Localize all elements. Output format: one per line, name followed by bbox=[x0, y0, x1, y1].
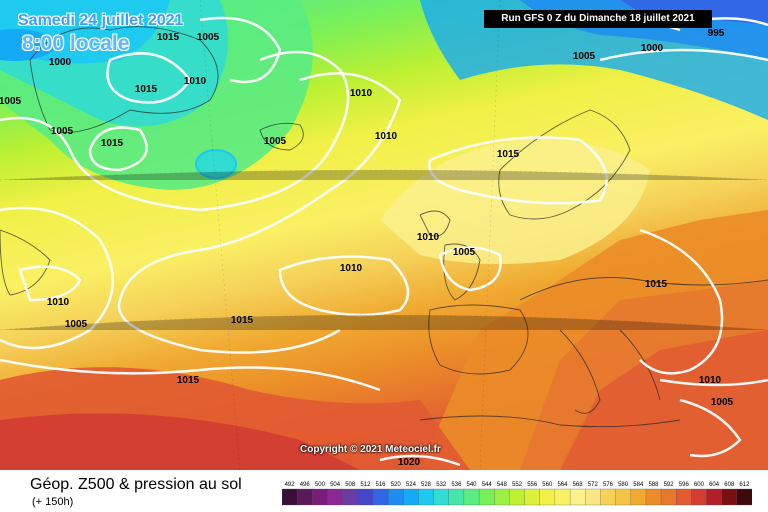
isobar-label: 1005 bbox=[0, 96, 22, 107]
legend-value-label: 532 bbox=[436, 482, 447, 488]
legend-swatch bbox=[660, 488, 677, 506]
legend-swatch bbox=[585, 488, 601, 506]
legend-swatch bbox=[539, 488, 556, 506]
legend-swatch bbox=[327, 488, 344, 506]
product-title: Géop. Z500 & pression au sol bbox=[30, 476, 242, 493]
legend-value-label: 592 bbox=[664, 482, 675, 488]
weather-map: 1015 1005 1000 1015 1010 1005 1015 1005 1005 1010… bbox=[0, 0, 768, 470]
isobar-label: 1015 bbox=[135, 84, 158, 95]
isobar-label: 1005 bbox=[711, 397, 734, 408]
legend-value-label: 540 bbox=[466, 482, 477, 488]
forecast-date: Samedi 24 juillet 2021 bbox=[18, 12, 184, 29]
legend-value-label: 604 bbox=[709, 482, 720, 488]
legend-swatch bbox=[342, 488, 359, 506]
legend-swatch bbox=[676, 488, 692, 506]
legend-swatch bbox=[282, 488, 298, 506]
lead-time: (+ 150h) bbox=[32, 496, 74, 508]
geopotential-colour-scale: 492 496 500 504 508 512 516 520 524 528 532 536 540 5… bbox=[282, 482, 752, 506]
isobar-label: 1010 bbox=[340, 263, 363, 274]
isobar-label: 1010 bbox=[417, 232, 440, 243]
legend-swatch bbox=[387, 488, 404, 506]
legend-swatch bbox=[645, 488, 662, 506]
isobar-label: 1000 bbox=[49, 57, 72, 68]
isobar-label: 1015 bbox=[101, 138, 124, 149]
legend-value-label: 524 bbox=[406, 482, 417, 488]
legend-swatch bbox=[297, 488, 313, 506]
legend-value-label: 520 bbox=[391, 482, 402, 488]
legend-swatch bbox=[509, 488, 526, 506]
legend-value-label: 560 bbox=[542, 482, 553, 488]
legend-swatch bbox=[372, 488, 389, 506]
isobar-label: 1005 bbox=[65, 319, 88, 330]
legend-value-label: 580 bbox=[618, 482, 629, 488]
legend-swatch bbox=[418, 488, 435, 506]
legend-swatch bbox=[463, 488, 480, 506]
legend-value-label: 576 bbox=[603, 482, 614, 488]
legend-value-label: 608 bbox=[724, 482, 735, 488]
isobar-label: 995 bbox=[708, 28, 725, 39]
legend-swatch bbox=[615, 488, 632, 506]
legend-swatch bbox=[721, 488, 738, 506]
legend-value-label: 516 bbox=[375, 482, 386, 488]
isobar-label: 1005 bbox=[51, 126, 74, 137]
legend-swatch bbox=[433, 488, 450, 506]
isobar-label: 1000 bbox=[641, 43, 664, 54]
legend-value-label: 536 bbox=[451, 482, 462, 488]
legend-swatch bbox=[554, 488, 571, 506]
legend-swatch bbox=[600, 488, 617, 506]
isobar-label: 1015 bbox=[497, 149, 520, 160]
legend-value-label: 612 bbox=[739, 482, 750, 488]
isobar-label: 1010 bbox=[184, 76, 207, 87]
legend-swatch bbox=[691, 488, 708, 506]
isobar-label: 1010 bbox=[47, 297, 70, 308]
legend-value-label: 508 bbox=[345, 482, 356, 488]
isobar-label: 1010 bbox=[699, 375, 722, 386]
forecast-time: 8:00 locale bbox=[22, 32, 130, 55]
isobar-label: 1015 bbox=[177, 375, 200, 386]
legend-swatch bbox=[736, 488, 752, 506]
isobar-label: 1005 bbox=[573, 51, 596, 62]
legend-value-label: 556 bbox=[527, 482, 538, 488]
legend-value-label: 528 bbox=[421, 482, 432, 488]
isobar-labels: 1015 1005 1000 1015 1010 1005 1015 1005 1005 1010… bbox=[0, 28, 734, 468]
isobar-label: 1015 bbox=[157, 32, 180, 43]
legend-value-label: 568 bbox=[573, 482, 584, 488]
legend-bar: Géop. Z500 & pression au sol (+ 150h) 49… bbox=[0, 470, 768, 512]
isobar-label: 1005 bbox=[453, 247, 476, 258]
legend-swatch bbox=[403, 488, 419, 506]
legend-value-label: 496 bbox=[300, 482, 311, 488]
legend-swatch bbox=[630, 488, 647, 506]
legend-value-label: 500 bbox=[315, 482, 326, 488]
legend-value-label: 512 bbox=[360, 482, 371, 488]
legend-value-label: 588 bbox=[648, 482, 659, 488]
legend-value-label: 572 bbox=[588, 482, 599, 488]
isobar-label: 1015 bbox=[231, 315, 254, 326]
legend-value-label: 492 bbox=[285, 482, 296, 488]
legend-value-label: 552 bbox=[512, 482, 523, 488]
legend-swatch bbox=[524, 488, 541, 506]
legend-swatch bbox=[357, 488, 374, 506]
model-run-info: Run GFS 0 Z du Dimanche 18 juillet 2021 bbox=[484, 10, 712, 28]
legend-swatch bbox=[478, 488, 495, 506]
legend-swatch bbox=[569, 488, 586, 506]
legend-value-label: 600 bbox=[694, 482, 705, 488]
legend-value-label: 548 bbox=[497, 482, 508, 488]
legend-value-label: 544 bbox=[482, 482, 493, 488]
legend-value-label: 596 bbox=[679, 482, 690, 488]
isobar-label: 1015 bbox=[645, 279, 668, 290]
legend-value-label: 504 bbox=[330, 482, 341, 488]
copyright-notice: Copyright © 2021 Meteociel.fr bbox=[300, 444, 441, 455]
legend-value-label: 564 bbox=[557, 482, 568, 488]
isobar-label: 1010 bbox=[350, 88, 373, 99]
legend-swatch bbox=[706, 488, 723, 506]
isobar-label: 1020 bbox=[398, 457, 421, 468]
legend-value-label: 584 bbox=[633, 482, 644, 488]
isobar-label: 1005 bbox=[264, 136, 287, 147]
legend-swatch bbox=[312, 488, 328, 506]
legend-swatch bbox=[448, 488, 465, 506]
isobar-label: 1010 bbox=[375, 131, 398, 142]
legend-swatch bbox=[494, 488, 510, 506]
isobar-label: 1005 bbox=[197, 32, 220, 43]
